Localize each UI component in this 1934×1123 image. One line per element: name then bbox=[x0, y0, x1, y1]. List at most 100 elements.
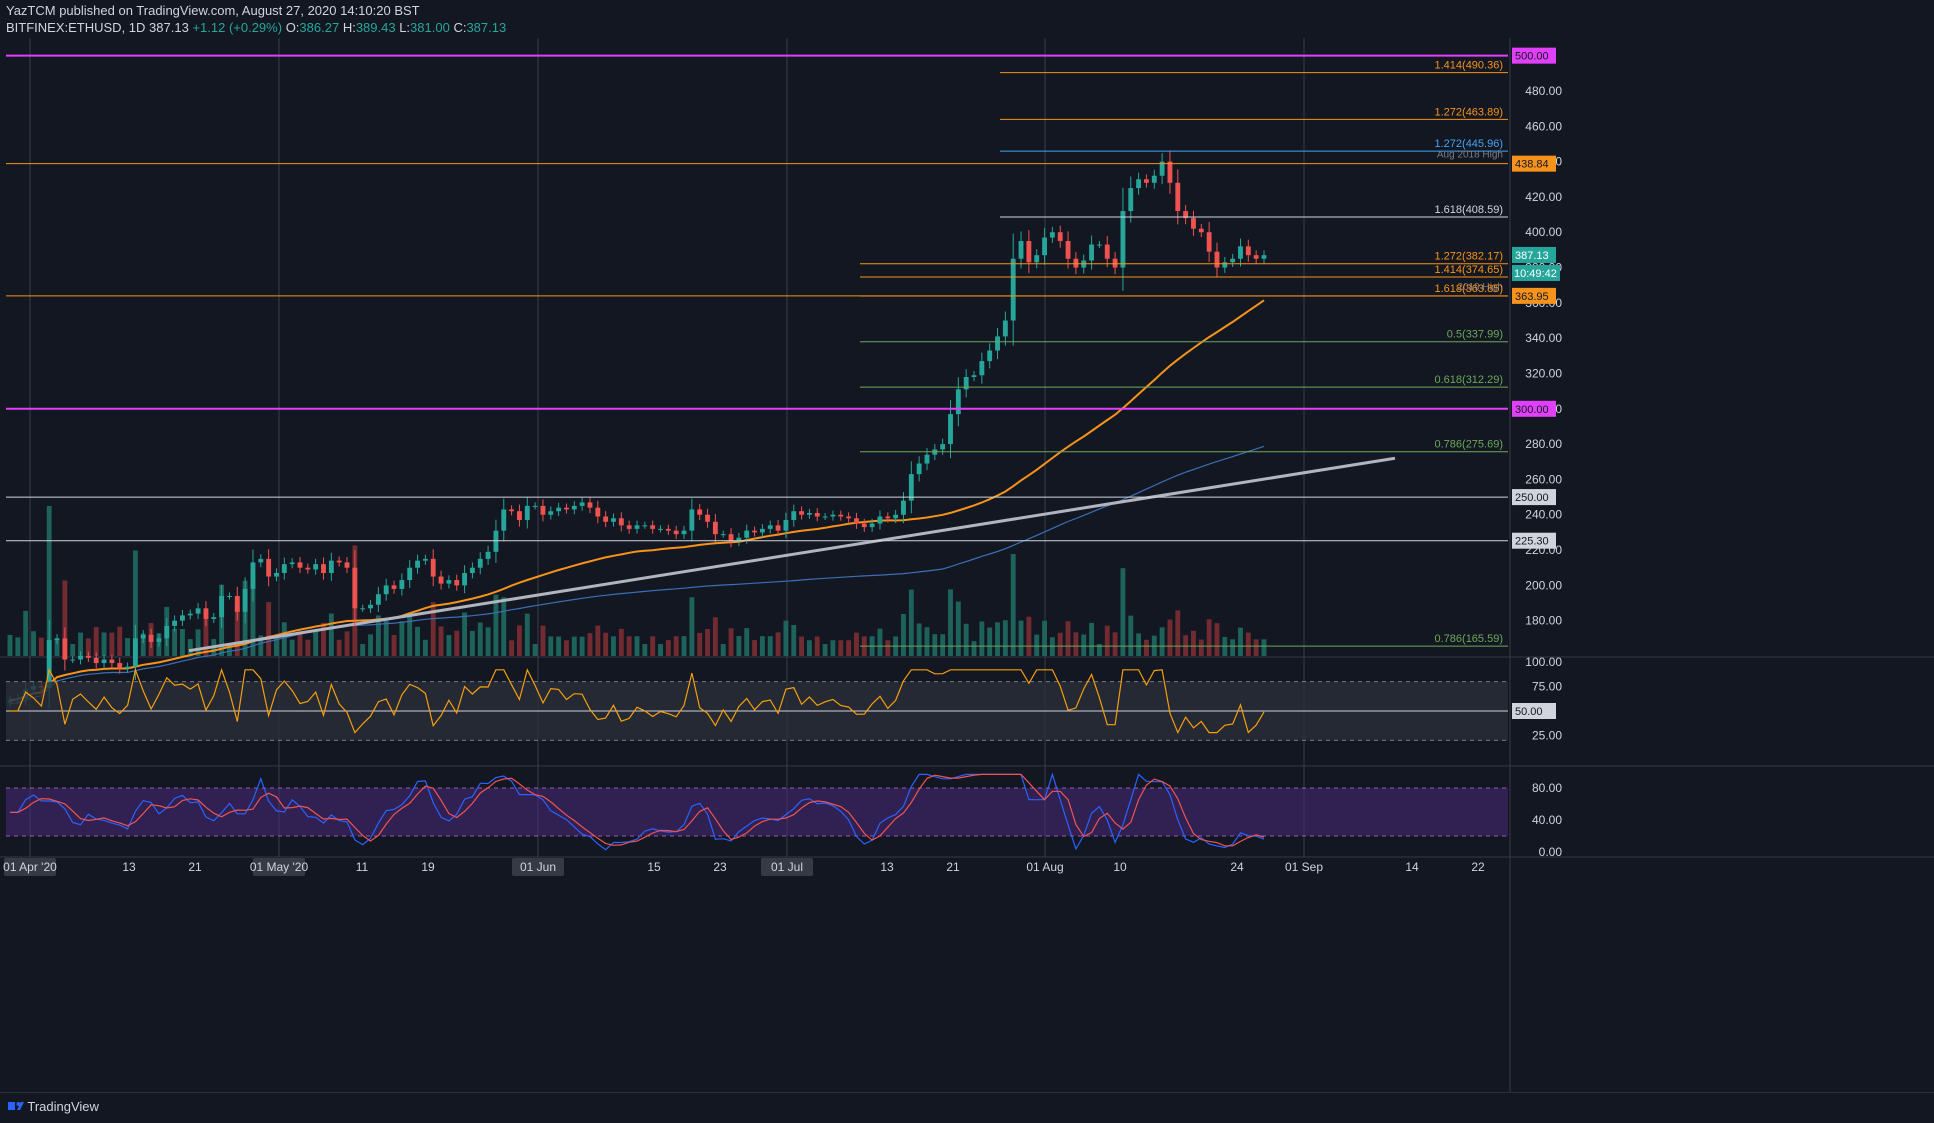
stoch-d-line bbox=[10, 773, 1265, 847]
x-tick-label: 24 bbox=[1230, 860, 1244, 874]
level-badge bbox=[1512, 489, 1556, 506]
volume-bar bbox=[830, 640, 836, 656]
candle-body bbox=[752, 530, 757, 533]
candle-body bbox=[1073, 258, 1079, 268]
volume-bar bbox=[70, 644, 76, 656]
volume-bar bbox=[399, 621, 405, 656]
low-value: 381.00 bbox=[410, 20, 450, 35]
y-tick-label: 460.00 bbox=[1525, 119, 1562, 133]
volume-bar bbox=[791, 625, 797, 656]
stoch-tick-label: 40.00 bbox=[1532, 813, 1562, 827]
candle-body bbox=[618, 518, 624, 526]
volume-bar bbox=[799, 636, 805, 656]
volume-bar bbox=[85, 638, 91, 656]
candle-body bbox=[1253, 255, 1259, 259]
volume-bar bbox=[321, 622, 326, 656]
volume-bar bbox=[1238, 627, 1243, 656]
chart-background bbox=[0, 0, 1934, 1092]
volume-bar bbox=[1057, 632, 1063, 656]
volume-bar bbox=[611, 636, 616, 656]
volume-bar bbox=[579, 636, 585, 656]
volume-bar bbox=[1073, 632, 1079, 656]
candle-body bbox=[650, 525, 656, 529]
level-note: Aug 2018 High bbox=[1437, 150, 1503, 161]
x-tick-label: 01 Jul bbox=[771, 860, 803, 874]
volume-bar bbox=[187, 639, 193, 656]
volume-bar bbox=[524, 613, 530, 656]
fib-level-label: 1.414(374.65) bbox=[1435, 264, 1504, 276]
volume-bar bbox=[736, 636, 742, 656]
candle-body bbox=[1136, 179, 1142, 189]
level-badge bbox=[1512, 287, 1556, 304]
candle-body bbox=[1191, 218, 1196, 229]
y-tick-label: 420.00 bbox=[1525, 190, 1562, 204]
rsi-line bbox=[10, 667, 1265, 735]
x-tick-label: 10 bbox=[1113, 860, 1127, 874]
candle-body bbox=[501, 509, 507, 531]
candle-body bbox=[289, 562, 295, 565]
volume-bar bbox=[642, 644, 648, 656]
volume-bar bbox=[109, 632, 115, 656]
candle-body bbox=[948, 414, 953, 445]
candle-body bbox=[383, 585, 389, 595]
candle-body bbox=[744, 530, 750, 538]
volume-bar bbox=[626, 636, 632, 656]
candle-body bbox=[634, 525, 640, 529]
candle-body bbox=[258, 558, 264, 563]
volume-bar bbox=[1089, 622, 1095, 656]
volume-bar bbox=[501, 597, 507, 656]
volume-bar bbox=[179, 629, 185, 656]
price-chart-svg[interactable]: 180.00 200.00 22 0.00 240.00 260.00 280.00 300.… bbox=[0, 0, 1934, 1092]
candle-body bbox=[493, 530, 499, 552]
publisher-line: YazTCM published on TradingView.com, Aug… bbox=[6, 3, 420, 18]
candle-body bbox=[78, 656, 83, 660]
volume-bar bbox=[681, 636, 687, 656]
volume-bar bbox=[266, 602, 272, 656]
volume-bar bbox=[955, 601, 961, 656]
candle-body bbox=[1175, 182, 1181, 212]
candle-body bbox=[1128, 188, 1134, 212]
volume-bar bbox=[493, 594, 499, 656]
volume-bar bbox=[430, 602, 436, 656]
candle-body bbox=[469, 567, 475, 574]
ascending-trendline bbox=[188, 456, 1396, 653]
candle-body bbox=[916, 463, 922, 475]
rsi-level-badge-text: 50.00 bbox=[1515, 706, 1543, 718]
volume-bar bbox=[1144, 639, 1149, 656]
volume-bar bbox=[814, 636, 820, 656]
volume-bar bbox=[328, 613, 334, 656]
candle-body bbox=[117, 663, 123, 669]
candle-body bbox=[1245, 246, 1251, 256]
candle-body bbox=[822, 516, 828, 518]
volume-bar bbox=[46, 506, 52, 656]
candle-body bbox=[1167, 161, 1173, 183]
candle-body bbox=[877, 516, 883, 524]
close-label: C: bbox=[453, 20, 467, 35]
candle-body bbox=[908, 474, 914, 501]
candle-body bbox=[814, 512, 820, 517]
volume-bar bbox=[289, 639, 295, 656]
tradingview-logo[interactable]: TradingView bbox=[8, 1099, 99, 1114]
volume-bar bbox=[822, 644, 828, 656]
volume-bar bbox=[603, 632, 609, 656]
candle-body bbox=[509, 509, 515, 512]
volume-bar bbox=[885, 640, 891, 656]
volume-bar bbox=[971, 641, 977, 656]
candle-body bbox=[1214, 251, 1220, 268]
volume-bar bbox=[1018, 620, 1024, 656]
candle-body bbox=[955, 389, 961, 415]
x-tick-label: 01 Sep bbox=[1285, 860, 1323, 874]
volume-bar bbox=[540, 625, 546, 656]
volume-bar bbox=[634, 636, 640, 656]
volume-bar bbox=[697, 632, 703, 656]
volume-bar bbox=[1136, 633, 1142, 656]
candle-body bbox=[595, 507, 601, 517]
open-value: 386.27 bbox=[299, 20, 340, 35]
volume-bar bbox=[767, 636, 773, 656]
candle-body bbox=[328, 560, 334, 574]
volume-bar bbox=[877, 628, 883, 656]
candle-body bbox=[148, 634, 154, 642]
candle-body bbox=[227, 595, 232, 597]
volume-bar bbox=[78, 632, 83, 656]
